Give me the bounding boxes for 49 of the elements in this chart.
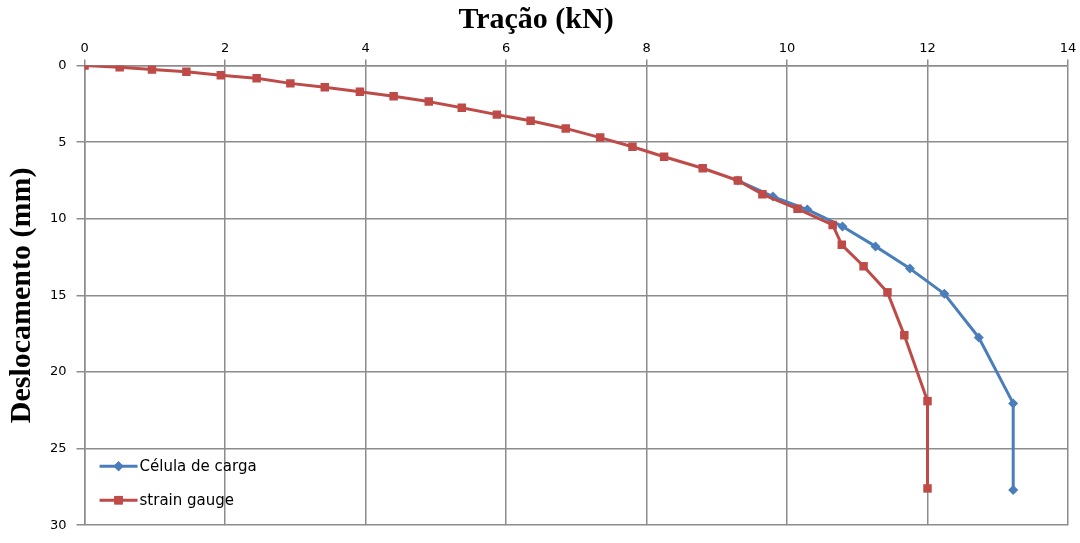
point [698,164,707,173]
point [904,263,915,274]
y-tick-label: 0 [58,56,67,72]
point [286,79,295,88]
y-axis-title: Deslocamento (mm) [2,167,37,424]
x-tick-label: 14 [1059,40,1077,56]
point [793,204,802,214]
x-tick-label: 12 [919,40,936,56]
point [320,83,330,92]
point [973,332,984,343]
legend-label: strain gauge [139,491,235,510]
y-tick-label: 25 [50,439,67,455]
point [147,65,157,74]
y-tick-label: 30 [50,516,67,532]
point [252,74,261,83]
x-tick-label: 2 [220,40,230,56]
point [457,103,467,112]
y-tick-label: 20 [50,363,67,379]
point [115,65,124,72]
x-tick-label: 10 [778,40,796,56]
point [526,116,535,125]
point [1008,398,1019,409]
point [859,262,868,271]
point [492,110,502,119]
point [182,67,191,76]
point [628,142,637,152]
chart-title: Tração (kN) [458,0,614,35]
point [939,288,950,299]
legend-label: Célula de carga [139,457,257,476]
x-tick-label: 8 [642,40,651,56]
point [870,241,881,252]
point [389,92,398,101]
point [595,133,605,142]
point [883,288,892,297]
point [828,220,837,230]
x-tick-label: 0 [80,40,89,56]
point [900,330,909,340]
point [837,221,848,232]
point [355,87,365,96]
x-tick-label: 4 [361,40,370,56]
y-tick-label: 10 [50,210,67,226]
point [923,484,932,493]
y-tick-label: 5 [58,133,67,149]
point [758,190,767,199]
point [561,124,570,133]
point [424,97,433,106]
x-tick-label: 6 [501,40,511,56]
y-tick-label: 15 [50,286,67,302]
point [923,396,932,406]
